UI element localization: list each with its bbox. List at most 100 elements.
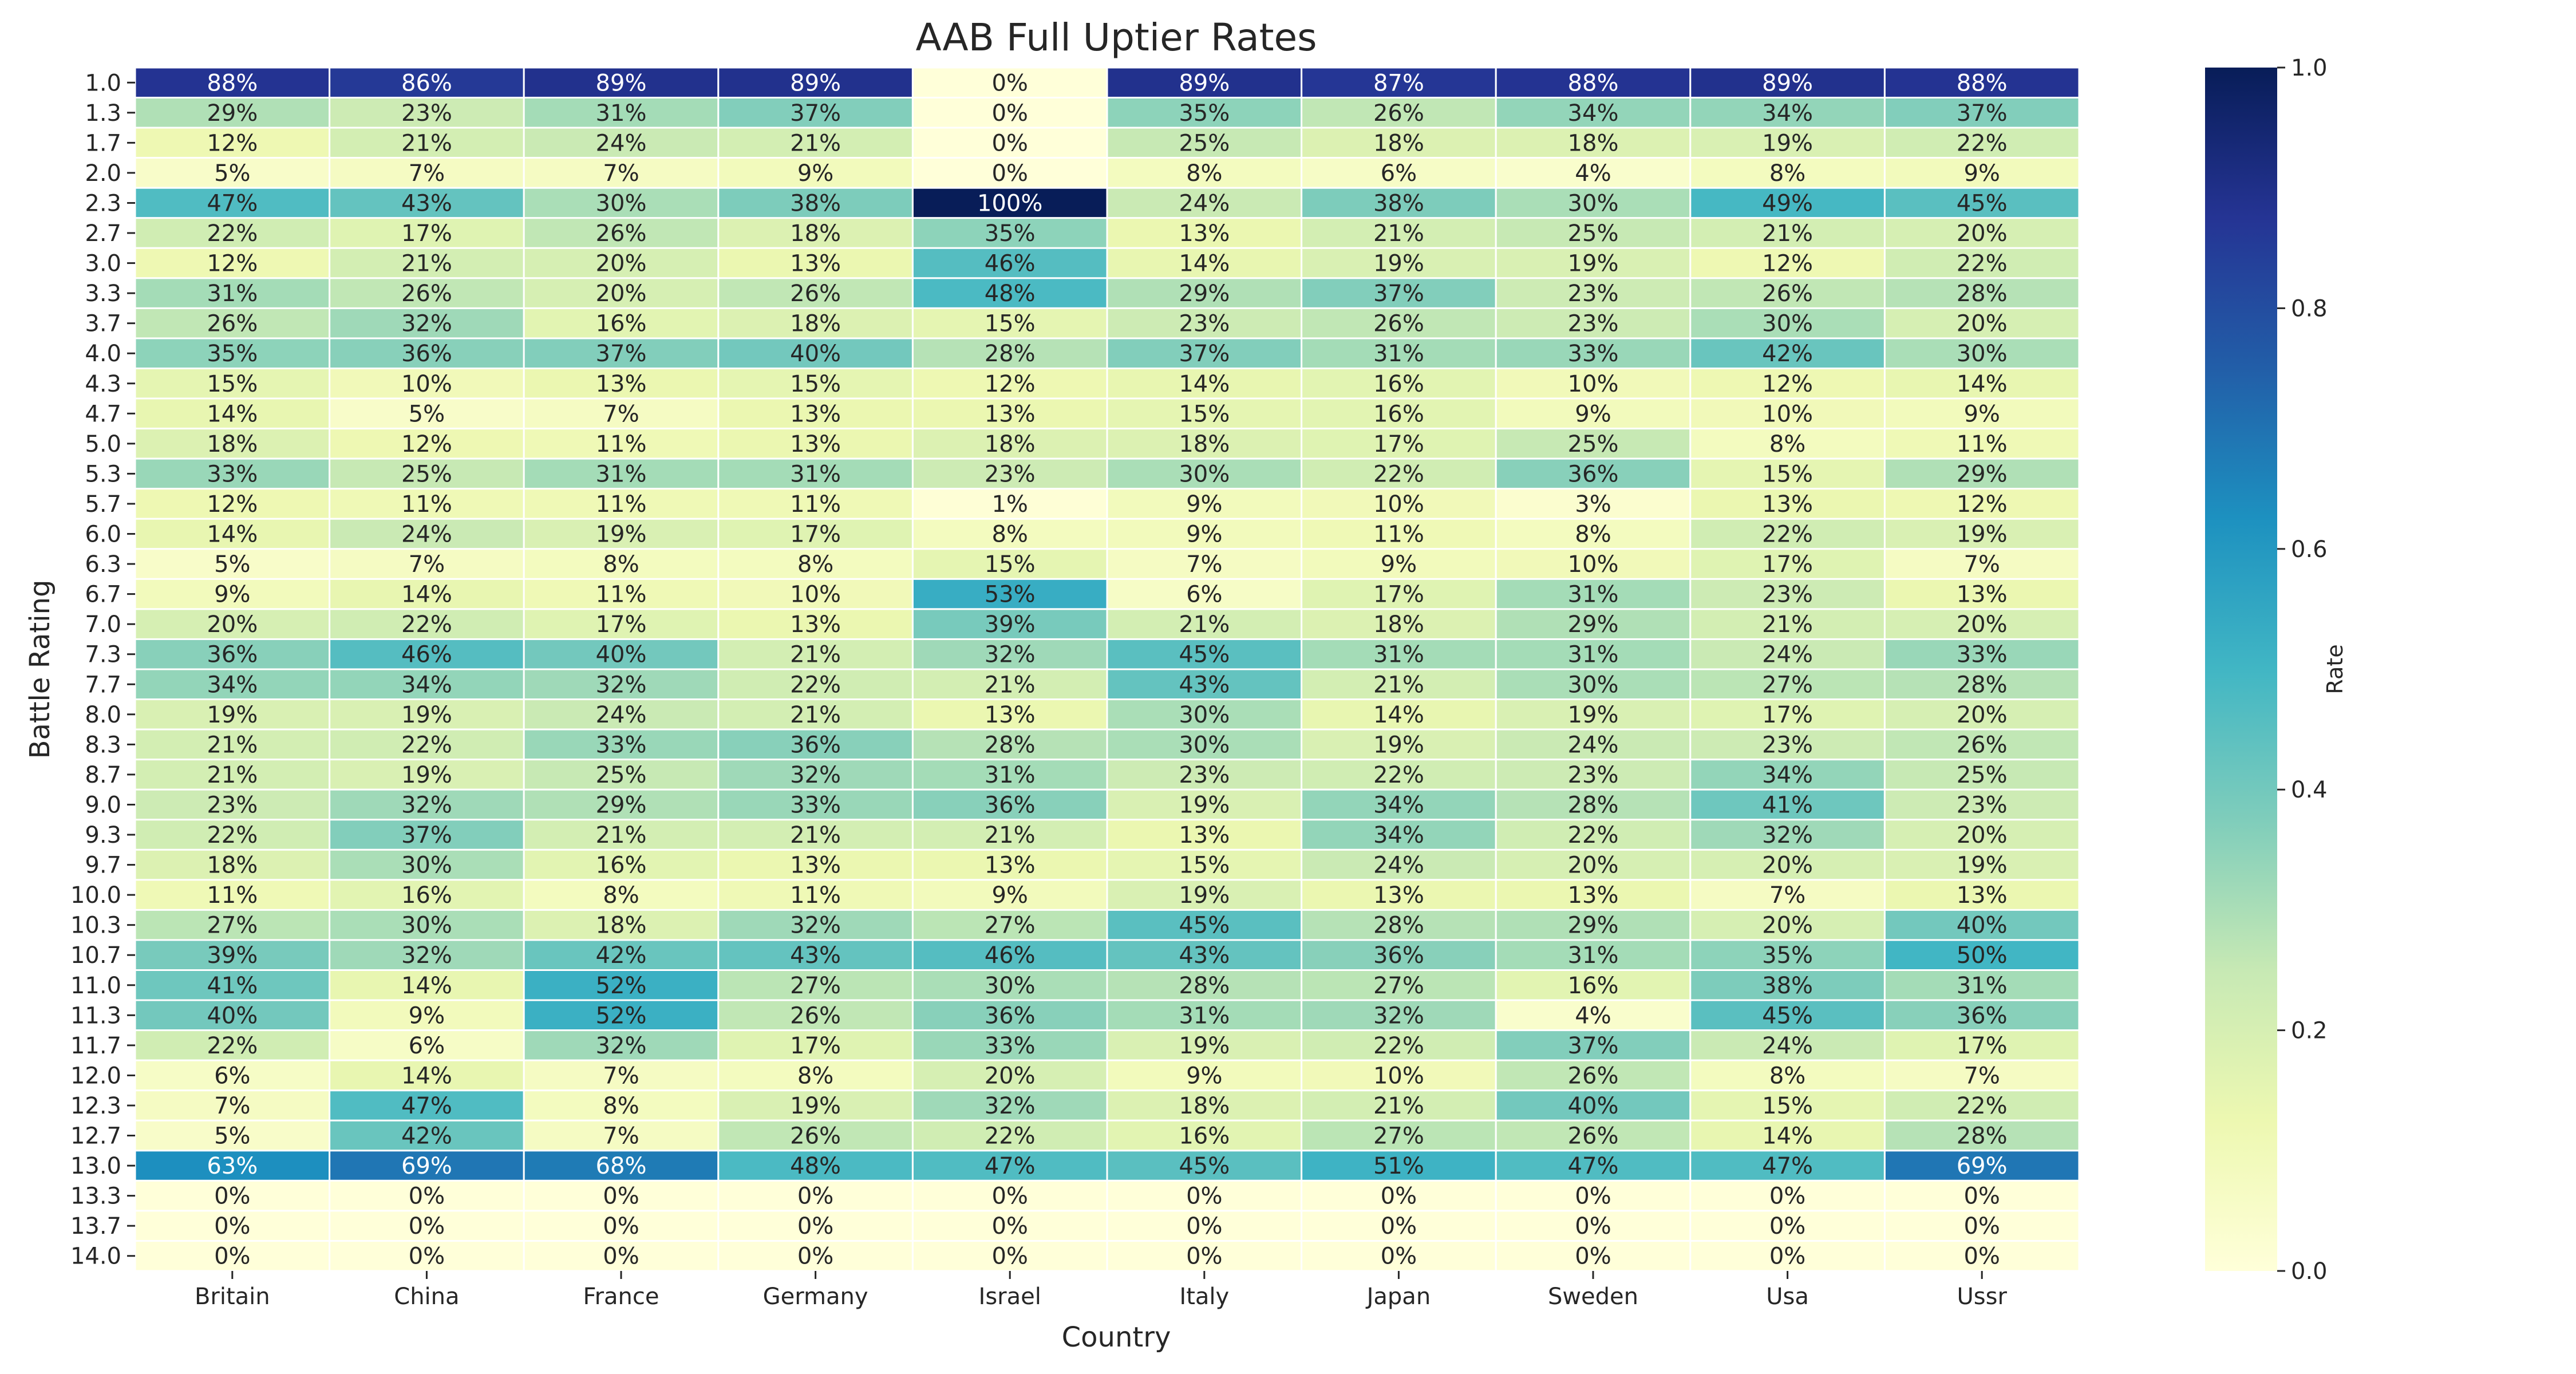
cell-value-label: 32% — [985, 642, 1036, 668]
heatmap-cell — [1689, 698, 1886, 731]
heatmap-cell — [329, 999, 525, 1032]
cell-value-label: 19% — [596, 522, 647, 548]
heatmap-cell — [1106, 848, 1303, 881]
heatmap-cell — [911, 638, 1108, 670]
cell-value-label: 26% — [1373, 311, 1424, 337]
heatmap-cell — [1689, 759, 1886, 791]
heatmap-cell — [523, 277, 720, 309]
cell-value-label: 33% — [207, 461, 258, 487]
heatmap-cell — [911, 909, 1108, 941]
heatmap-cell — [1495, 187, 1692, 219]
cell-value-label: 35% — [1179, 100, 1230, 127]
cell-value-label: 9% — [797, 160, 833, 187]
y-tick-label: 12.3 — [70, 1093, 121, 1119]
heatmap-cell — [134, 457, 331, 490]
heatmap-cell — [911, 999, 1108, 1032]
cell-value-label: 36% — [790, 732, 841, 758]
cell-value-label: 18% — [596, 913, 647, 939]
cell-value-label: 13% — [1373, 882, 1424, 909]
cell-value-label: 21% — [1762, 220, 1813, 247]
cell-value-label: 31% — [1373, 341, 1424, 367]
x-tick-label: Japan — [1365, 1284, 1431, 1310]
heatmap-cell — [1495, 548, 1692, 580]
y-tick-label: 5.3 — [85, 461, 121, 487]
heatmap-cell — [523, 428, 720, 460]
cell-value-label: 43% — [401, 190, 452, 216]
cell-value-label: 0% — [1575, 1213, 1611, 1239]
cell-value-label: 17% — [596, 611, 647, 638]
heatmap-cell — [1689, 277, 1886, 309]
y-tick-label: 11.3 — [70, 1002, 121, 1029]
colorbar-label: Rate — [2322, 644, 2348, 694]
cell-value-label: 11% — [596, 491, 647, 518]
cell-value-label: 0% — [1769, 1213, 1805, 1239]
heatmap-cell — [911, 217, 1108, 249]
y-tick-label: 9.0 — [85, 792, 121, 818]
heatmap-cell — [1883, 247, 2080, 279]
cell-value-label: 0% — [214, 1213, 250, 1239]
heatmap-cell — [1883, 1059, 2080, 1092]
cell-value-label: 10% — [1373, 1063, 1424, 1089]
cell-value-label: 6% — [1186, 582, 1222, 608]
cell-value-label: 40% — [1957, 913, 2008, 939]
cell-value-label: 19% — [401, 762, 452, 788]
heatmap-cell — [1883, 397, 2080, 430]
heatmap-cell — [1301, 428, 1497, 460]
heatmap-cell — [523, 969, 720, 1001]
cell-value-label: 4% — [1575, 160, 1611, 187]
heatmap-cell — [329, 187, 525, 219]
cell-value-label: 37% — [1957, 100, 2008, 127]
cell-value-label: 45% — [1762, 1002, 1813, 1029]
cell-value-label: 9% — [991, 882, 1028, 909]
cell-value-label: 24% — [596, 702, 647, 728]
cell-value-label: 0% — [991, 160, 1028, 187]
cell-value-label: 18% — [207, 852, 258, 879]
y-tick-label: 6.7 — [85, 582, 121, 608]
heatmap-cell — [329, 397, 525, 430]
heatmap-cell — [134, 217, 331, 249]
cell-value-label: 31% — [1568, 582, 1619, 608]
y-tick-label: 1.3 — [85, 100, 121, 127]
heatmap-cell — [1689, 187, 1886, 219]
y-tick-label: 13.3 — [70, 1183, 121, 1210]
heatmap-cell — [1883, 1029, 2080, 1061]
cell-value-label: 26% — [1568, 1123, 1619, 1150]
heatmap-cell — [1495, 578, 1692, 610]
cell-value-label: 27% — [790, 973, 841, 999]
heatmap-cell — [134, 518, 331, 550]
cell-value-label: 19% — [1957, 522, 2008, 548]
heatmap-cell — [329, 488, 525, 520]
cell-value-label: 20% — [1762, 913, 1813, 939]
heatmap-cell — [134, 819, 331, 851]
cell-value-label: 9% — [1963, 401, 2000, 427]
cell-value-label: 23% — [1179, 311, 1230, 337]
heatmap-cell — [1301, 97, 1497, 129]
heatmap-cell — [1301, 819, 1497, 851]
heatmap-cell — [1106, 698, 1303, 731]
cell-value-label: 47% — [1762, 1153, 1813, 1179]
cell-value-label: 7% — [409, 551, 445, 578]
cell-value-label: 26% — [1762, 281, 1813, 307]
cell-value-label: 22% — [207, 1033, 258, 1059]
cell-value-label: 43% — [1179, 942, 1230, 969]
cell-value-label: 89% — [790, 70, 841, 96]
heatmap-cell — [1883, 97, 2080, 129]
heatmap-cell — [134, 608, 331, 640]
cell-value-label: 13% — [1179, 822, 1230, 848]
cell-value-label: 22% — [1957, 251, 2008, 277]
heatmap-cell — [523, 1059, 720, 1092]
y-tick-label: 10.7 — [70, 942, 121, 969]
heatmap-cell — [329, 277, 525, 309]
cell-value-label: 21% — [790, 130, 841, 156]
cell-value-label: 19% — [1179, 1033, 1230, 1059]
y-tick-label: 10.3 — [70, 913, 121, 939]
cell-value-label: 31% — [1179, 1002, 1230, 1029]
cell-value-label: 15% — [207, 371, 258, 397]
heatmap-cell — [1301, 307, 1497, 339]
cell-value-label: 0% — [603, 1213, 639, 1239]
cell-value-label: 30% — [596, 190, 647, 216]
heatmap-cell — [1301, 1119, 1497, 1152]
cell-value-label: 14% — [401, 973, 452, 999]
cell-value-label: 21% — [790, 702, 841, 728]
cell-value-label: 23% — [1568, 281, 1619, 307]
